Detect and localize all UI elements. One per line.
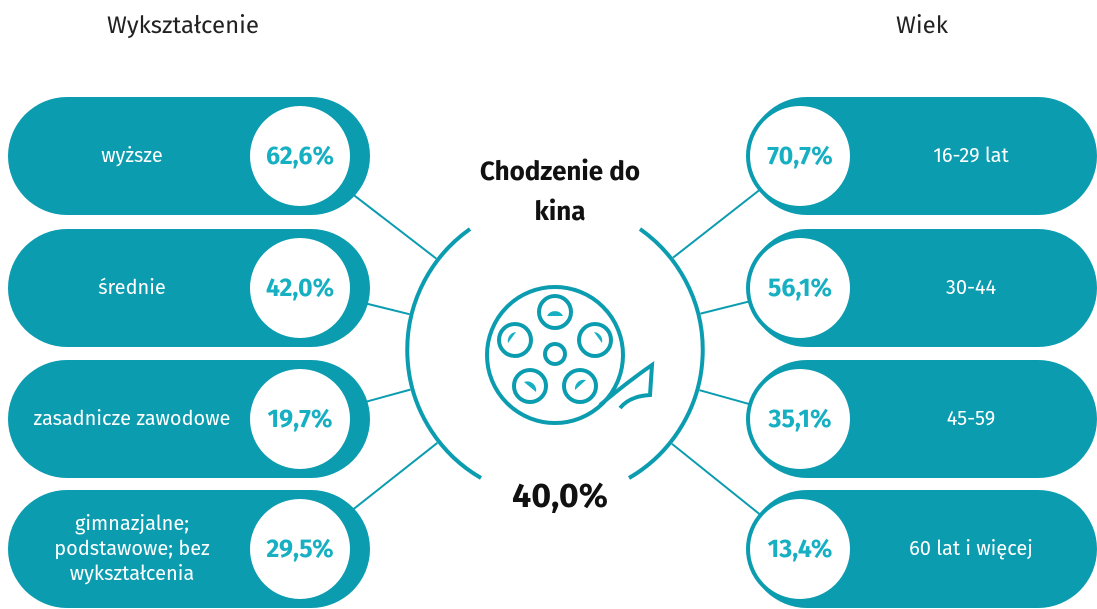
item-label: średnie	[98, 275, 166, 300]
item-value: 70,7%	[746, 102, 854, 210]
ring-arc	[405, 227, 483, 480]
item-label: 30-44	[945, 275, 997, 300]
left-title: Wykształcenie	[106, 12, 260, 40]
item-value: 42,0%	[246, 234, 354, 342]
item-value: 13,4%	[746, 495, 854, 603]
item-label: wyższe	[101, 143, 163, 168]
item-value: 56,1%	[746, 234, 854, 342]
ring-arc	[627, 227, 705, 480]
item-value: 62,6%	[246, 102, 354, 210]
item-value: 19,7%	[246, 365, 354, 473]
center-value: 40,0%	[512, 476, 608, 517]
item-label: 60 lat i więcej	[909, 536, 1033, 561]
film-reel-icon	[485, 285, 655, 425]
right-title: Wiek	[896, 12, 948, 40]
center-title: Chodzenie do kina	[479, 156, 641, 227]
item-value: 35,1%	[746, 365, 854, 473]
item-label: gimnazjalne; podstawowe; bez wykształcen…	[54, 511, 210, 586]
item-label: 45-59	[946, 406, 996, 431]
item-value: 29,5%	[246, 495, 354, 603]
item-label: zasadnicze zawodowe	[33, 406, 231, 431]
item-label: 16-29 lat	[933, 143, 1009, 168]
